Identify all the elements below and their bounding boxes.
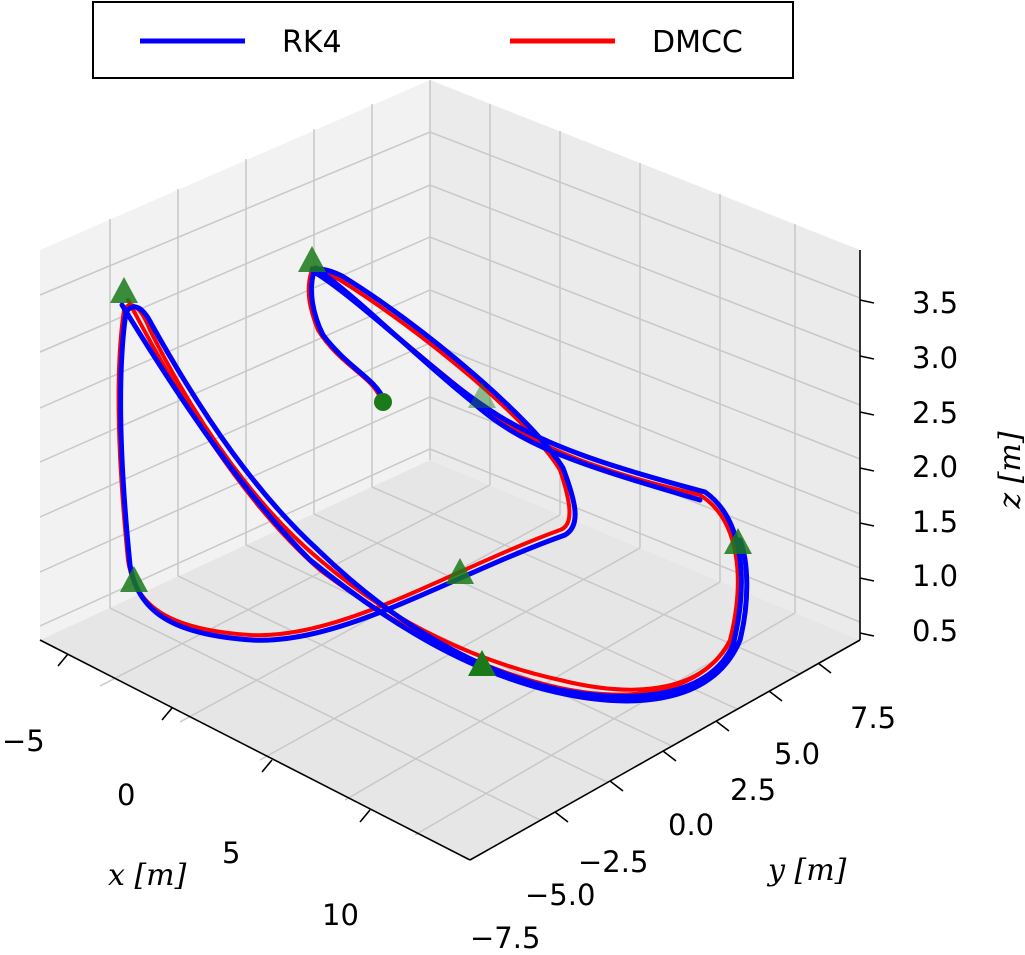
z-tick-label: 0.5 (912, 614, 958, 648)
x-tick-label: 5 (222, 836, 240, 870)
legend-rk4-label: RK4 (282, 25, 342, 60)
waypoint-marker (468, 382, 496, 408)
series-rk4-line (313, 265, 703, 503)
trajectories (116, 265, 750, 704)
waypoint-marker (120, 566, 148, 592)
waypoint-marker (468, 650, 496, 676)
waypoint-marker (446, 558, 474, 584)
y-tick-label: −5.0 (525, 878, 595, 912)
floor-pane (40, 460, 860, 860)
y-tick-label: 5.0 (774, 737, 820, 771)
start-point-marker (374, 393, 392, 411)
waypoint-markers (110, 246, 752, 676)
y-axis-label: y [m] (766, 853, 847, 888)
x-tick-label: 0 (117, 778, 135, 812)
z-tick-label: 1.0 (912, 559, 958, 593)
y-tick-label: 7.5 (850, 701, 896, 735)
tick-marks (57, 299, 875, 823)
x-tick-labels: −5 0 5 10 (2, 724, 359, 932)
z-axis-label: z [m] (993, 431, 1025, 509)
legend: RK4 DMCC (92, 1, 794, 79)
series-rk4-line (119, 302, 750, 704)
z-tick-label: 2.5 (912, 396, 958, 430)
back-left-pane (40, 80, 430, 640)
x-tick-label: −5 (2, 724, 45, 758)
x-tick-label: 10 (322, 898, 359, 932)
y-tick-label: 2.5 (730, 773, 776, 807)
z-tick-label: 2.0 (912, 450, 958, 484)
y-tick-label: −2.5 (578, 845, 648, 879)
legend-dmcc-label: DMCC (652, 25, 743, 60)
waypoint-marker (724, 528, 752, 554)
z-tick-label: 3.0 (912, 341, 958, 375)
x-axis-label: x [m] (108, 858, 187, 893)
back-right-pane (430, 80, 860, 640)
y-tick-label: 0.0 (668, 808, 714, 842)
y-tick-labels: −7.5 −5.0 −2.5 0.0 2.5 5.0 7.5 (470, 701, 896, 955)
y-tick-label: −7.5 (470, 921, 540, 955)
axis-edges (39, 250, 861, 861)
z-tick-label: 3.5 (912, 286, 958, 320)
z-tick-label: 1.5 (912, 505, 958, 539)
waypoint-marker (110, 277, 138, 303)
waypoint-marker (298, 246, 326, 272)
z-tick-labels: 0.5 1.0 1.5 2.0 2.5 3.0 3.5 (912, 286, 958, 648)
